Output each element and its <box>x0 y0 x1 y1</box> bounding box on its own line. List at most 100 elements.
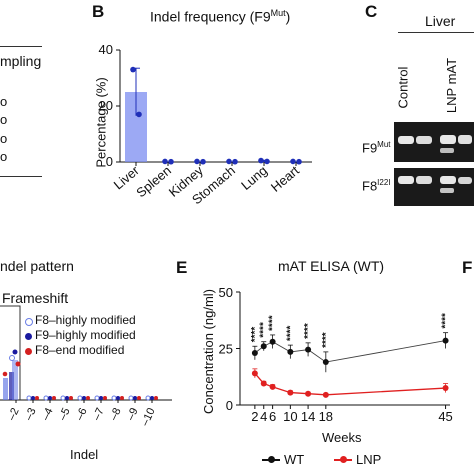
panel-d-point <box>120 396 124 400</box>
panel-d-point <box>137 396 141 400</box>
panel-d-point <box>43 395 49 401</box>
panel-d-point <box>65 396 69 400</box>
panel-d-point <box>103 396 107 400</box>
legend-label-lnp: LNP <box>356 452 382 467</box>
panel-e-point <box>260 343 267 350</box>
panel-e-significance: **** <box>321 332 332 348</box>
panel-d-point <box>69 396 73 400</box>
panel-e-series-line <box>254 372 446 396</box>
panel-d-x-tick-label: –8 <box>108 406 124 422</box>
panel-a-circle: o <box>0 112 8 127</box>
panel-e-point <box>260 380 267 387</box>
panel-b-point <box>232 158 238 165</box>
panel-c-letter: C <box>365 2 378 21</box>
panel-e-x-tick-label: 2 <box>251 409 258 424</box>
panel-d-title: ndel pattern <box>0 258 74 274</box>
panel-d-point <box>31 396 35 400</box>
gel-image-top <box>394 122 474 162</box>
panel-d-x-tick-label: –6 <box>74 406 90 422</box>
panel-b-point <box>136 111 142 118</box>
gel-band <box>440 148 454 153</box>
panel-b-point <box>226 158 232 165</box>
panel-d-point <box>94 395 100 401</box>
panel-e-point <box>442 337 449 344</box>
panel-d-bar <box>9 372 14 400</box>
gel-band <box>416 176 432 184</box>
panel-b-bar <box>125 92 147 162</box>
panel-b-y-tick-label: 20 <box>99 98 113 113</box>
gel-row-label-f8: F8I22I <box>362 178 391 193</box>
gel-row-label-f9: F9Mut <box>362 140 391 155</box>
panel-e-significance: **** <box>303 323 314 339</box>
gel-row-f8-text: F8 <box>362 178 378 194</box>
panel-d-xlabel: Indel <box>70 447 99 462</box>
panel-e-title: mAT ELISA (WT) <box>278 258 385 274</box>
panel-d-point <box>116 396 120 400</box>
panel-e-xlabel: Weeks <box>322 430 362 445</box>
panel-b-point <box>296 158 302 165</box>
panel-d-point <box>77 395 83 401</box>
gel-image-bottom <box>394 168 474 206</box>
panel-b-x-tick-label: Lung <box>238 163 270 193</box>
panel-b-point <box>130 66 136 73</box>
panel-e-x-tick-label: 4 <box>260 409 267 424</box>
panel-e-point <box>287 348 294 355</box>
panel-e-letter: E <box>176 258 188 277</box>
legend-marker-f9-highly <box>25 333 32 340</box>
gel-tissue-label: Liver <box>425 13 456 29</box>
panel-d-point <box>48 396 52 400</box>
panel-b-point <box>258 157 264 164</box>
legend-label-f9-highly: F9–highly modified <box>35 328 136 342</box>
panel-d-point <box>60 395 66 401</box>
panel-b-point <box>264 158 270 165</box>
panel-d-x-tick-label: –3 <box>23 406 39 422</box>
panel-e-significance: **** <box>441 313 452 329</box>
panel-d-point <box>86 396 90 400</box>
panel-b-point <box>290 158 296 165</box>
panel-d-point <box>15 361 21 367</box>
panel-e-point <box>305 390 312 397</box>
panel-d-point <box>82 396 86 400</box>
panel-d-x-tick-label: –5 <box>57 406 73 422</box>
panel-e-point <box>269 338 276 345</box>
panel-d-point <box>128 395 134 401</box>
gel-band <box>398 176 414 184</box>
legend-dot-wt <box>268 456 275 463</box>
panel-e-significance: **** <box>250 327 261 343</box>
panel-a-circle: o <box>0 149 8 164</box>
panel-e-y-tick-label: 50 <box>219 285 233 300</box>
panel-d-point <box>133 396 137 400</box>
panel-d-bar <box>12 360 18 400</box>
panel-e-x-tick-label: 6 <box>269 409 276 424</box>
panel-d-frameshift: Frameshift <box>2 290 69 306</box>
panel-e-point <box>251 350 258 357</box>
panel-b-title-sup: Mut <box>270 8 286 18</box>
panel-d-point <box>9 355 15 361</box>
panel-b-x-tick-label: Heart <box>268 163 302 195</box>
panel-b-letter: B <box>92 2 105 21</box>
panel-e-point <box>251 370 258 377</box>
gel-row-f9-sup: Mut <box>377 140 391 149</box>
panel-f-letter: F <box>462 258 473 277</box>
panel-b-title-main: Indel frequency (F9 <box>150 8 271 25</box>
gel-band <box>440 188 454 193</box>
panel-a-circle: o <box>0 94 8 109</box>
gel-row-f8-sup: I22I <box>377 178 391 187</box>
gel-band <box>458 177 472 184</box>
panel-e-y-tick-label: 25 <box>219 342 233 357</box>
panel-e-x-tick-label: 14 <box>301 409 315 424</box>
gel-row-f9-text: F9 <box>362 140 378 156</box>
panel-b-y-tick-label: 40 <box>99 42 113 57</box>
panel-e-x-tick-label: 10 <box>283 409 297 424</box>
panel-d-point <box>154 396 158 400</box>
panel-d-point <box>111 395 117 401</box>
panel-d-x-tick-label: –2 <box>6 406 22 422</box>
panel-b-y-tick-label: 0 <box>106 154 113 169</box>
legend-label-wt: WT <box>284 452 305 467</box>
panel-d-x-tick-label: –9 <box>125 406 141 422</box>
legend-label-f8-end: F8–end modified <box>35 343 125 357</box>
gel-band <box>440 176 456 184</box>
panel-e-significance: **** <box>259 322 270 338</box>
panel-d-bar <box>3 378 8 400</box>
